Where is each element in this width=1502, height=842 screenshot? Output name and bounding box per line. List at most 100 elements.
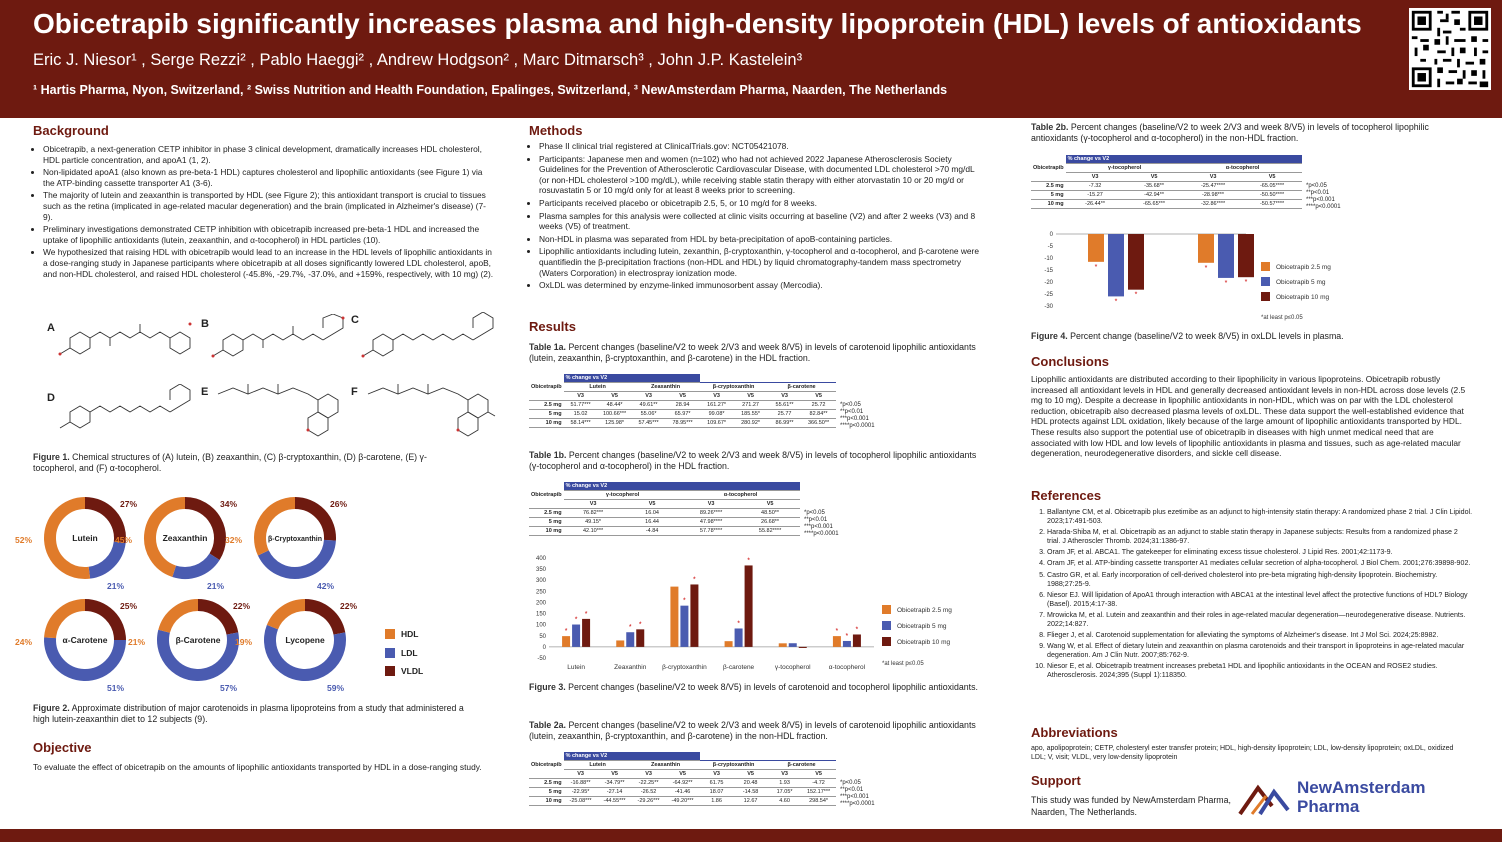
column-header: V3 xyxy=(1183,172,1243,182)
table-1b-caption-text: Percent changes (baseline/V2 to week 2/V… xyxy=(529,450,977,471)
significance-marker: * xyxy=(629,624,632,631)
table-cell: 10 mg xyxy=(529,418,564,428)
y-tick-label: 150 xyxy=(536,612,547,618)
table-2a-caption-text: Percent changes (baseline/V2 to week 2/V… xyxy=(529,720,976,741)
column-group-header: β-carotene xyxy=(767,760,836,770)
legend-label: Obicetrapib 10 mg xyxy=(897,639,950,646)
reference-item: Oram JF, et al. ABCA1. The gatekeeper fo… xyxy=(1047,548,1473,557)
row-header: Obicetrapib xyxy=(529,752,564,779)
table-1b-caption: Table 1b. Percent changes (baseline/V2 t… xyxy=(529,450,979,472)
table-cell: 48.50** xyxy=(740,508,800,518)
background-bullet: Preliminary investigations demonstrated … xyxy=(43,224,495,245)
legend-swatch xyxy=(882,637,891,646)
table-cell: -27.14 xyxy=(597,787,632,797)
table-cell: 152.17*** xyxy=(801,787,836,797)
objective-text: To evaluate the effect of obicetrapib on… xyxy=(33,762,482,772)
table-row: 10 mg 58.14*** 125.98* 57.45*** 78.95*** 109.… xyxy=(529,418,836,428)
donut-charts: Lutein 52% 21% 27% Zeaxanthin 45% 21% 34% β-Cryp… xyxy=(15,497,357,693)
column-header: V5 xyxy=(733,769,768,779)
reference-item: Flieger J, et al. Carotenoid supplementa… xyxy=(1047,631,1473,640)
reference-item: Wang W, et al. Effect of dietary lutein … xyxy=(1047,642,1473,660)
donut-segment xyxy=(44,637,126,681)
structure-label-f: F xyxy=(351,386,358,398)
table-cell: 161.27* xyxy=(699,400,734,410)
table-cell: 15.02 xyxy=(563,409,598,419)
results-heading: Results xyxy=(529,319,576,334)
y-tick-label: -30 xyxy=(1044,304,1053,310)
column-header: V3 xyxy=(699,391,734,401)
support-heading: Support xyxy=(1031,773,1081,788)
donut-label: Zeaxanthin xyxy=(163,533,208,543)
y-tick-label: -5 xyxy=(1048,244,1054,250)
methods-bullet: Participants received placebo or obicetr… xyxy=(539,198,984,209)
significance-marker: * xyxy=(747,557,750,564)
donut-ldl-percent: 59% xyxy=(327,683,344,693)
table-cell: 49.61** xyxy=(631,400,666,410)
background-bullet: Non-lipidated apoA1 (also known as pre-b… xyxy=(43,167,495,188)
table-cell: -44.55*** xyxy=(597,796,632,806)
p-value-label: ****p<0.0001 xyxy=(840,801,875,807)
table-cell: 280.92* xyxy=(733,418,768,428)
figure-4-caption-label: Figure 4. xyxy=(1031,331,1068,341)
figure-2-caption-label: Figure 2. xyxy=(33,703,70,713)
significance-note: *at least p≤0.05 xyxy=(1261,315,1303,321)
table-2b-caption-text: Percent changes (baseline/V2 to week 2/V… xyxy=(1031,122,1429,143)
conclusions-heading: Conclusions xyxy=(1031,354,1110,369)
structure-label-b: B xyxy=(201,318,209,330)
donut-segment xyxy=(44,497,91,579)
table-1a-caption: Table 1a. Percent changes (baseline/V2 t… xyxy=(529,342,979,364)
table-row: 2.5 mg -16.88** -34.79** -22.25** -64.92** 61… xyxy=(529,778,836,788)
table-cell: -29.26*** xyxy=(631,796,666,806)
column-header: V5 xyxy=(622,499,682,509)
donut-label: α-Carotene xyxy=(63,635,108,645)
table-cell: -22.95* xyxy=(563,787,598,797)
column-group-header: α-tocopherol xyxy=(1183,163,1302,173)
donut-segment xyxy=(266,599,306,630)
table-cell: 76.82*** xyxy=(563,508,623,518)
table-row: 10 mg -26.44** -65.65*** -32.86**** -50.57**… xyxy=(1031,199,1302,209)
p-value-label: ***p<0.001 xyxy=(1306,197,1335,203)
table-row: 5 mg 15.02 100.66*** 55.06* 65.97* 99.08* 185.… xyxy=(529,409,836,419)
table-1a: Obicetrapib% change vs V2 Lutein Zeaxanthi… xyxy=(529,374,875,429)
p-value-label: *p<0.05 xyxy=(840,402,861,408)
bar xyxy=(1198,234,1214,263)
table-cell: 17.05* xyxy=(767,787,802,797)
table-cell: -28.98*** xyxy=(1183,190,1243,200)
x-tick-label: α-tocopherol xyxy=(829,664,866,671)
donut-label: β-Cryptoxanthin xyxy=(268,536,322,543)
table-2b-caption-label: Table 2b. xyxy=(1031,122,1069,132)
column-group-header: β-carotene xyxy=(767,382,836,392)
abbreviations-heading: Abbreviations xyxy=(1031,725,1118,740)
table-cell: -4.84 xyxy=(622,526,682,536)
bar xyxy=(626,632,635,647)
donut-label: β-Carotene xyxy=(176,635,221,645)
reference-item: Oram JF, et al. ATP-binding cassette tra… xyxy=(1047,559,1473,568)
bar xyxy=(842,640,851,647)
y-tick-label: 50 xyxy=(539,634,546,640)
donut-ldl-percent: 21% xyxy=(107,581,124,591)
legend-swatch-hdl xyxy=(385,629,395,639)
legend-label-vldl: VLDL xyxy=(401,666,424,676)
bar xyxy=(724,641,733,647)
qr-code-icon[interactable] xyxy=(1409,8,1491,90)
p-value-label: ***p<0.001 xyxy=(804,524,833,530)
donut-segment xyxy=(157,629,239,681)
p-value-legend: *p<0.05 **p<0.01 ***p<0.001 ****p<0.0001 xyxy=(804,510,839,538)
donut-segment xyxy=(84,599,126,641)
figure-1-caption-label: Figure 1. xyxy=(33,452,70,462)
column-header: V3 xyxy=(767,769,802,779)
poster-footer xyxy=(0,829,1502,842)
bar xyxy=(1238,234,1254,278)
p-value-label: *p<0.05 xyxy=(840,780,861,786)
objective-heading: Objective xyxy=(33,740,92,755)
bar xyxy=(680,605,689,647)
results-table: Obicetrapib% change vs V2 γ-tocopherol α-t… xyxy=(529,482,800,536)
table-cell: 10 mg xyxy=(1031,199,1066,209)
table-cell: -16.88** xyxy=(563,778,598,788)
significance-marker: * xyxy=(846,633,849,640)
table-cell: -26.52 xyxy=(631,787,666,797)
table-2b-caption: Table 2b. Percent changes (baseline/V2 t… xyxy=(1031,122,1471,144)
bar xyxy=(734,628,743,647)
table-cell: 2.5 mg xyxy=(1031,181,1066,191)
significance-marker: * xyxy=(683,598,686,605)
